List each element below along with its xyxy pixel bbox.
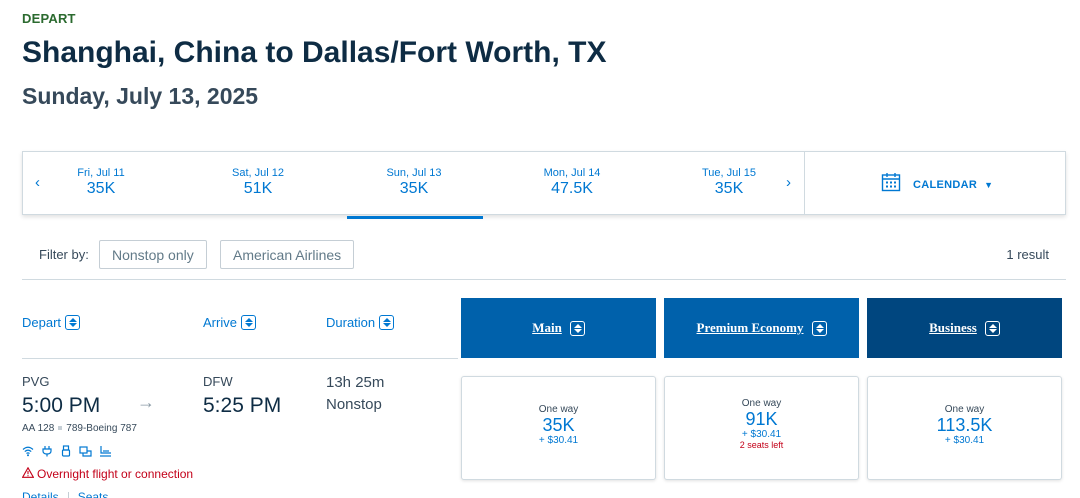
sort-icon [240, 315, 256, 330]
overnight-warning: Overnight flight or connection [21, 466, 194, 481]
fare-price: 91K [745, 409, 778, 429]
cabin-name: Main [532, 320, 562, 335]
sort-arrive-header[interactable]: Arrive [203, 315, 256, 330]
sort-icon [65, 315, 81, 330]
date-label: Tue, Jul 15 [701, 167, 756, 179]
fare-taxes: + $30.41 [538, 435, 579, 446]
travel-date: Sunday, July 13, 2025 [22, 83, 259, 109]
date-price: 35K [714, 180, 744, 197]
cabin-header-business[interactable]: Business [867, 298, 1062, 358]
arrive-time: 5:25 PM [203, 394, 282, 417]
warning-text: Overnight flight or connection [37, 467, 194, 481]
flight-stops: Nonstop [326, 396, 382, 413]
divider [22, 358, 458, 359]
details-link[interactable]: Details [22, 490, 59, 498]
cabin-header-main[interactable]: Main [461, 298, 656, 358]
sort-depart-header[interactable]: Depart [22, 315, 81, 330]
date-option-jul-13[interactable]: Sun, Jul 13 35K [344, 167, 484, 219]
wifi-icon [22, 444, 34, 462]
sort-icon [569, 320, 585, 336]
warning-icon [21, 466, 37, 481]
date-label: Fri, Jul 11 [77, 167, 125, 179]
flight-number: AA 128 [22, 423, 55, 434]
sort-duration-header[interactable]: Duration [326, 315, 395, 330]
date-option-jul-14[interactable]: Mon, Jul 14 47.5K [502, 167, 642, 198]
column-label: Depart [22, 315, 62, 330]
filter-american-airlines[interactable]: American Airlines [220, 240, 355, 269]
date-selector-bar: ‹ Fri, Jul 11 35K Sat, Jul 12 51K Sun, J… [22, 151, 1066, 219]
result-count: 1 result [1006, 247, 1049, 262]
date-option-jul-15[interactable]: Tue, Jul 15 35K [659, 167, 799, 198]
separator [67, 491, 69, 498]
column-label: Arrive [203, 315, 237, 330]
sort-icon [984, 320, 1000, 336]
date-label: Sat, Jul 12 [232, 167, 284, 179]
fare-type: One way [944, 404, 985, 415]
depart-time: 5:00 PM [22, 394, 101, 417]
date-price: 47.5K [551, 180, 593, 197]
date-price: 35K [399, 180, 429, 197]
calendar-icon [881, 172, 913, 197]
fare-card-business[interactable]: One way 113.5K + $30.41 [867, 376, 1062, 480]
divider [804, 152, 805, 214]
date-option-jul-12[interactable]: Sat, Jul 12 51K [188, 167, 328, 198]
date-option-jul-11[interactable]: Fri, Jul 11 35K [31, 167, 171, 198]
arrow-right-icon: → [137, 392, 155, 412]
date-label: Sun, Jul 13 [386, 167, 442, 179]
usb-icon [60, 444, 72, 462]
chevron-left-icon[interactable]: ‹ [35, 174, 40, 191]
flight-duration: 13h 25m [326, 374, 385, 391]
separator [58, 426, 63, 431]
fare-taxes: + $30.41 [944, 435, 985, 446]
calendar-label: CALENDAR [913, 178, 978, 191]
caret-down-icon: ▼ [984, 179, 994, 190]
chevron-right-icon[interactable]: › [786, 174, 791, 191]
filter-nonstop-only[interactable]: Nonstop only [99, 240, 207, 269]
fare-type: One way [538, 404, 579, 415]
fare-card-premium-economy[interactable]: One way 91K + $30.41 2 seats left [664, 376, 859, 480]
date-price: 51K [243, 180, 273, 197]
sort-icon [811, 320, 827, 336]
flight-links: Details Seats [22, 490, 108, 498]
fare-price: 35K [542, 415, 575, 435]
amenities-list [22, 444, 112, 462]
date-price: 35K [86, 180, 116, 197]
cabin-name: Business [929, 320, 977, 335]
filter-label: Filter by: [39, 247, 89, 262]
lie-flat-seat-icon [99, 444, 112, 462]
cabin-header-premium-economy[interactable]: Premium Economy [664, 298, 859, 358]
seats-left: 2 seats left [739, 440, 784, 450]
power-outlet-icon [41, 444, 53, 462]
origin-airport-code: PVG [22, 374, 50, 389]
fare-taxes: + $30.41 [741, 429, 782, 440]
destination-airport-code: DFW [203, 374, 233, 389]
depart-label: DEPART [22, 11, 76, 26]
flight-info: AA 128 789-Boeing 787 [22, 423, 137, 434]
seats-link[interactable]: Seats [77, 490, 109, 498]
fare-price: 113.5K [936, 415, 993, 435]
date-label: Mon, Jul 14 [543, 167, 601, 179]
sort-icon [379, 315, 395, 330]
column-label: Duration [326, 315, 376, 330]
page-title: Shanghai, China to Dallas/Fort Worth, TX [22, 36, 607, 69]
entertainment-icon [79, 444, 92, 462]
fare-card-main[interactable]: One way 35K + $30.41 [461, 376, 656, 480]
filter-bar: Filter by: Nonstop only American Airline… [22, 240, 1066, 280]
fare-type: One way [741, 398, 782, 409]
calendar-button[interactable]: CALENDAR ▼ [881, 172, 993, 197]
cabin-name: Premium Economy [696, 320, 804, 335]
aircraft-type: 789-Boeing 787 [66, 423, 137, 434]
